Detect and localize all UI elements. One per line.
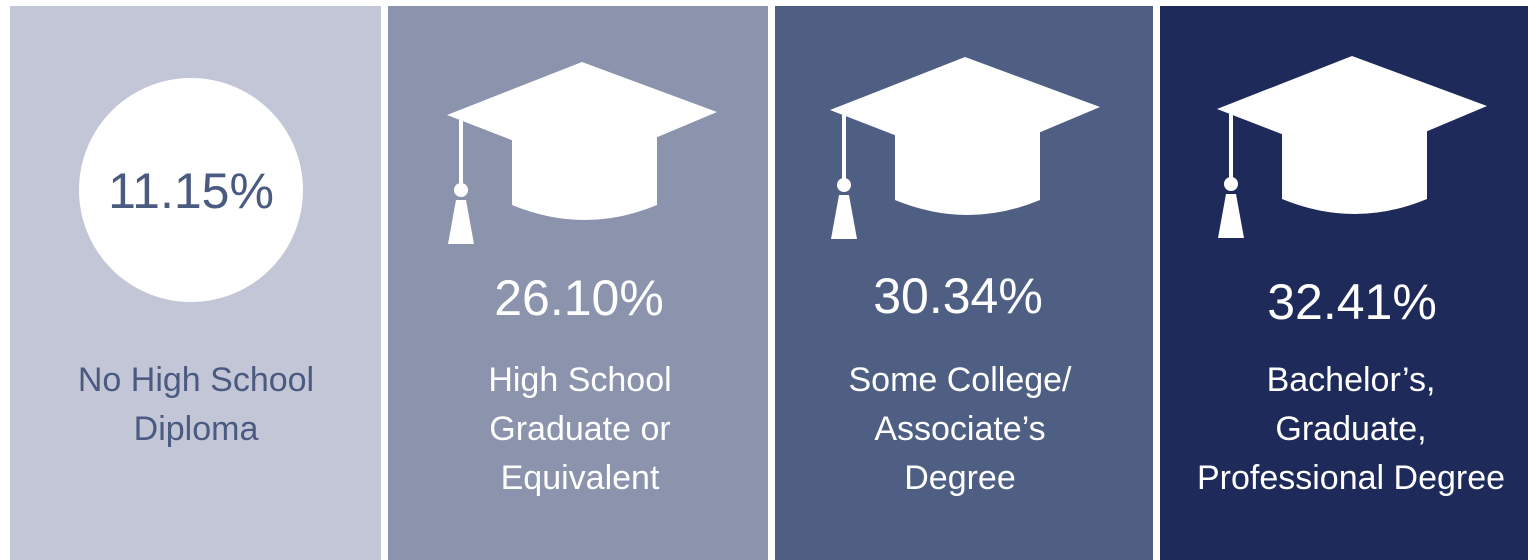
- panel-value: 30.34%: [873, 268, 1043, 324]
- panel-label: No High School: [78, 361, 314, 399]
- panel-label: Graduate or: [489, 410, 670, 448]
- panel-label: Bachelor’s,: [1267, 361, 1436, 399]
- panel-label: Degree: [904, 459, 1016, 497]
- panel-label: High School: [488, 361, 671, 399]
- panel-value: 26.10%: [494, 270, 664, 326]
- panel-value: 11.15%: [108, 163, 274, 219]
- panel-label: Graduate,: [1275, 410, 1426, 448]
- panel-label: Associate’s: [874, 410, 1045, 448]
- panel-label: Some College/: [848, 361, 1072, 399]
- panel-label: Professional Degree: [1197, 459, 1505, 497]
- value-circle: [79, 78, 303, 302]
- panel-label: Equivalent: [501, 459, 660, 497]
- panel-value: 32.41%: [1267, 274, 1437, 330]
- panel-label: Diploma: [134, 410, 259, 448]
